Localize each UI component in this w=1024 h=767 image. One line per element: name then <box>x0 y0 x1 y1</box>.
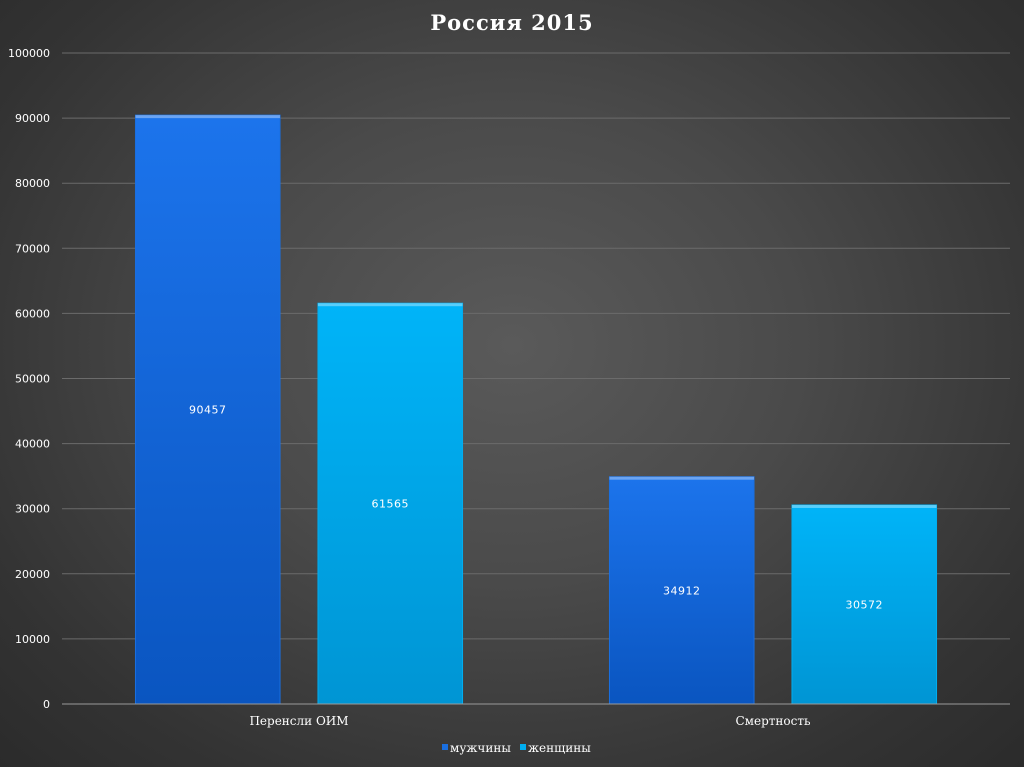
bar-data-labels: 90457 61565 34912 30572 <box>189 404 883 612</box>
y-tick-label: 100000 <box>8 47 50 60</box>
bar-value-label: 34912 <box>663 584 701 597</box>
y-tick-label: 70000 <box>15 242 50 255</box>
bar-top-highlight <box>135 115 281 119</box>
y-tick-label: 30000 <box>15 503 50 516</box>
y-tick-label: 0 <box>43 698 50 711</box>
legend-label: женщины <box>528 741 591 755</box>
bar-value-label: 90457 <box>189 404 227 417</box>
x-category-label: Перенсли ОИМ <box>249 714 348 728</box>
bar-value-label: 30572 <box>845 598 883 611</box>
y-tick-label: 90000 <box>15 112 50 125</box>
bar-top-highlight <box>609 476 755 480</box>
legend-swatch-женщины <box>520 744 526 750</box>
y-tick-label: 40000 <box>15 438 50 451</box>
bar-женщины <box>317 302 464 705</box>
y-tick-label: 50000 <box>15 373 50 386</box>
bar-top-highlight <box>791 504 937 508</box>
x-category-label: Смертность <box>735 714 811 728</box>
bar-мужчины <box>134 114 281 705</box>
bar-женщины <box>791 504 938 705</box>
bar-value-label: 61565 <box>371 498 409 511</box>
chart-title: Россия 2015 <box>430 10 593 35</box>
bars <box>134 114 938 705</box>
bar-top-highlight <box>317 303 463 307</box>
legend-swatch-мужчины <box>442 744 448 750</box>
legend: мужчины женщины <box>442 741 591 755</box>
legend-label: мужчины <box>450 741 511 755</box>
x-axis-category-labels: Перенсли ОИМ Смертность <box>249 714 811 728</box>
y-tick-label: 10000 <box>15 633 50 646</box>
y-axis-tick-labels: 0 10000 20000 30000 40000 50000 60000 70000 8000… <box>8 47 50 711</box>
y-tick-label: 80000 <box>15 177 50 190</box>
y-tick-label: 60000 <box>15 307 50 320</box>
y-tick-label: 20000 <box>15 568 50 581</box>
